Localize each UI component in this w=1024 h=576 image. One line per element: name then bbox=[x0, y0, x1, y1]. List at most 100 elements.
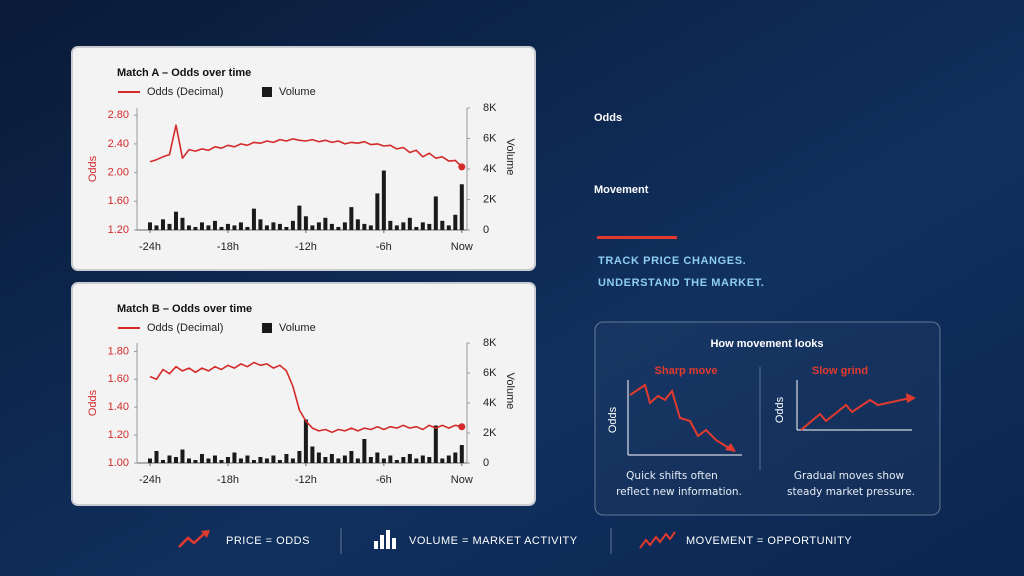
y-axis-label: Odds bbox=[87, 155, 99, 182]
slow-grind-sketch bbox=[800, 397, 911, 431]
volume-bar bbox=[420, 455, 425, 463]
volume-bar bbox=[407, 454, 412, 463]
inset-panel bbox=[594, 321, 941, 516]
volume-bar bbox=[284, 454, 289, 463]
volume-bar bbox=[180, 449, 185, 463]
volume-bar bbox=[394, 460, 399, 463]
volume-bar bbox=[199, 222, 204, 230]
volume-bar bbox=[206, 225, 211, 230]
y2-axis-label: Volume bbox=[504, 373, 516, 410]
volume-bar bbox=[440, 458, 445, 463]
volume-bar bbox=[225, 223, 230, 230]
y-tick-label: 1.20 bbox=[108, 429, 129, 441]
x-tick-label: Now bbox=[451, 241, 473, 253]
tagline: TRACK PRICE CHANGES. bbox=[598, 255, 746, 267]
x-tick-label: -24h bbox=[139, 241, 161, 253]
footer-item: MOVEMENT = OPPORTUNITY bbox=[686, 535, 852, 547]
odds-line bbox=[149, 124, 463, 168]
y2-tick-label: 0 bbox=[483, 224, 489, 236]
volume-bar bbox=[316, 222, 321, 230]
volume-bar bbox=[173, 457, 178, 463]
x-tick-label: -18h bbox=[217, 474, 239, 486]
volume-bar bbox=[297, 451, 302, 463]
y-tick-label: 1.60 bbox=[108, 195, 129, 207]
y2-tick-label: 2K bbox=[483, 193, 497, 205]
volume-bar bbox=[388, 220, 393, 230]
volume-bar bbox=[329, 223, 334, 230]
volume-bar bbox=[375, 193, 380, 230]
inset-panel-title: Slow grind bbox=[812, 365, 868, 377]
volume-bar bbox=[362, 439, 367, 463]
y2-tick-label: 6K bbox=[483, 367, 497, 379]
volume-bar bbox=[414, 458, 419, 463]
volume-bar bbox=[258, 457, 263, 463]
y-tick-label: 1.00 bbox=[108, 457, 129, 469]
x-tick-label: Now bbox=[451, 474, 473, 486]
price-icon bbox=[178, 532, 206, 548]
volume-bar bbox=[420, 222, 425, 230]
x-tick-label: -6h bbox=[376, 474, 392, 486]
inset-panel-title: Sharp move bbox=[655, 365, 718, 377]
y2-axis-label: Volume bbox=[504, 139, 516, 176]
inset-title: How movement looks bbox=[710, 338, 823, 350]
volume-bar bbox=[342, 222, 347, 230]
y-tick-label: 1.40 bbox=[108, 401, 129, 413]
volume-bar bbox=[147, 222, 152, 230]
volume-bar bbox=[271, 455, 276, 463]
inset-caption: Gradual moves show bbox=[794, 470, 905, 482]
volume-bar bbox=[186, 458, 191, 463]
volume-bar bbox=[336, 458, 341, 463]
volume-bar bbox=[290, 220, 295, 230]
volume-bar bbox=[238, 222, 243, 230]
volume-bar bbox=[212, 455, 217, 463]
legend-label: Odds (Decimal) bbox=[147, 86, 223, 98]
arrow-head bbox=[725, 443, 736, 452]
y2-tick-label: 2K bbox=[483, 427, 497, 439]
x-tick-label: -12h bbox=[295, 474, 317, 486]
volume-bar bbox=[154, 451, 159, 463]
footer-item: VOLUME = MARKET ACTIVITY bbox=[409, 535, 578, 547]
x-tick-label: -24h bbox=[139, 474, 161, 486]
volume-bar bbox=[368, 225, 373, 230]
volume-bar bbox=[219, 226, 224, 230]
volume-bar bbox=[167, 455, 172, 463]
volume-bar bbox=[245, 226, 250, 230]
volume-bar bbox=[271, 222, 276, 230]
volume-bar bbox=[381, 170, 386, 230]
volume-bar bbox=[277, 460, 282, 463]
inset-caption: steady market pressure. bbox=[787, 486, 915, 498]
volume-bar bbox=[401, 457, 406, 463]
chart-card bbox=[71, 282, 536, 506]
y-axis-label: Odds bbox=[87, 389, 99, 416]
y2-tick-label: 4K bbox=[483, 397, 497, 409]
headline: Movement bbox=[594, 184, 649, 196]
endpoint-marker bbox=[458, 423, 466, 431]
volume-bar bbox=[329, 454, 334, 463]
arrow-head bbox=[906, 393, 916, 403]
volume-bar bbox=[251, 460, 256, 463]
volume-bar bbox=[459, 184, 464, 230]
odds-line bbox=[149, 361, 462, 434]
volume-bar bbox=[199, 454, 204, 463]
volume-bar bbox=[336, 226, 341, 230]
accent-rule bbox=[597, 236, 677, 239]
volume-bar bbox=[440, 220, 445, 230]
volume-bar bbox=[297, 205, 302, 230]
volume-bar bbox=[284, 226, 289, 230]
legend-label: Volume bbox=[279, 86, 316, 98]
y-tick-label: 1.20 bbox=[108, 224, 129, 236]
volume-bar bbox=[362, 223, 367, 230]
volume-bar bbox=[375, 452, 380, 463]
y-tick-label: 1.60 bbox=[108, 373, 129, 385]
volume-bar bbox=[453, 214, 458, 230]
volume-bar bbox=[160, 460, 165, 463]
headline: Odds bbox=[594, 112, 622, 124]
volume-bar bbox=[232, 452, 237, 463]
volume-bar bbox=[303, 419, 308, 463]
footer-item: PRICE = ODDS bbox=[226, 535, 310, 547]
volume-bar bbox=[173, 211, 178, 230]
volume-bar bbox=[355, 219, 360, 230]
volume-bar bbox=[349, 451, 354, 463]
volume-bar bbox=[433, 425, 438, 463]
